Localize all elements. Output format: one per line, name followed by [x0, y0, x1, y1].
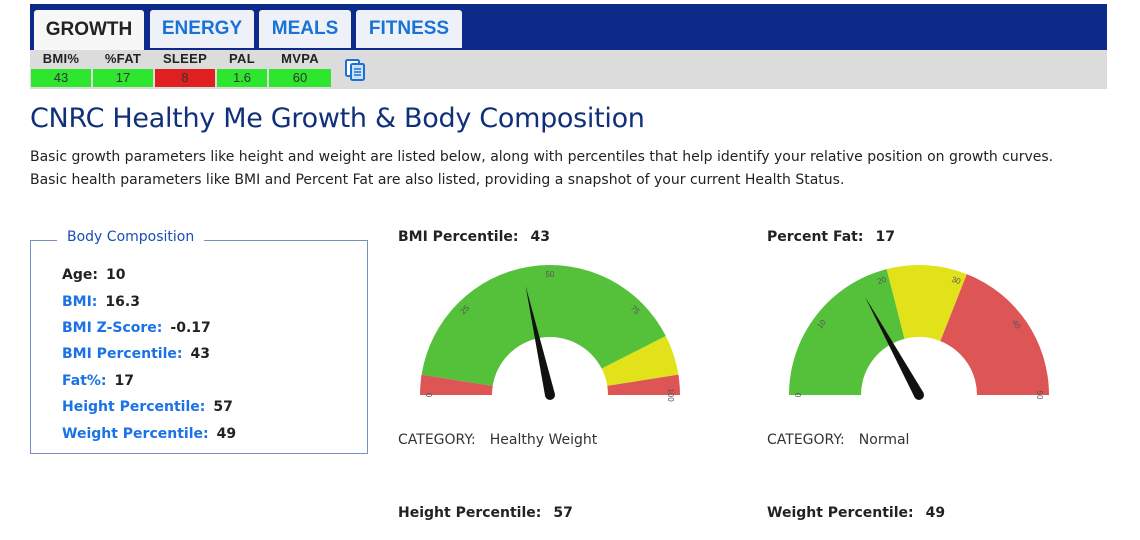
bc-value: 57 — [213, 399, 233, 415]
tab-energy[interactable]: ENERGY — [150, 10, 254, 48]
bc-key: Fat%: — [62, 373, 107, 389]
bmi-gauge-label: BMI Percentile: — [398, 229, 519, 245]
fat-gauge-label: Percent Fat: — [767, 229, 864, 245]
height-percentile-title: Height Percentile: 57 — [398, 505, 573, 521]
page-title: CNRC Healthy Me Growth & Body Compositio… — [30, 103, 645, 134]
bc-value: -0.17 — [170, 320, 211, 336]
bc-key: BMI: — [62, 294, 98, 310]
bc-row-bmi-percentile: BMI Percentile: 43 — [62, 346, 210, 362]
bc-value: 10 — [105, 267, 126, 283]
bc-key: BMI Percentile: — [62, 346, 183, 362]
bmi-gauge-band-3 — [607, 374, 680, 395]
bc-key: Age: — [62, 267, 98, 283]
fat-gauge-band-0 — [789, 269, 905, 395]
metric-value: 17 — [93, 69, 153, 87]
metric-sleep: SLEEP 8 — [154, 50, 216, 89]
tab-fitness[interactable]: FITNESS — [356, 10, 462, 48]
metric-value: 43 — [31, 69, 91, 87]
weight-percentile-label: Weight Percentile: — [767, 505, 914, 521]
bc-row-bmi: BMI: 16.3 — [62, 294, 140, 310]
bc-row-weight-percentile: Weight Percentile: 49 — [62, 426, 236, 442]
bmi-gauge-tick-label: 0 — [425, 392, 434, 397]
height-percentile-value: 57 — [553, 505, 573, 521]
bmi-gauge-band-1 — [421, 265, 666, 386]
fat-category: CATEGORY: Normal — [767, 432, 909, 448]
height-percentile-label: Height Percentile: — [398, 505, 542, 521]
bc-value: 16.3 — [105, 294, 140, 310]
bmi-gauge-band-2 — [601, 335, 679, 386]
fat-category-label: CATEGORY: — [767, 432, 845, 448]
fat-gauge-tick-label: 0 — [794, 392, 803, 397]
bmi-gauge-band-0 — [420, 374, 493, 395]
fat-gauge-band-2 — [940, 274, 1049, 395]
metric-fat: %FAT 17 — [92, 50, 154, 89]
bmi-gauge-needle — [525, 285, 555, 397]
fat-gauge-band-1 — [886, 265, 967, 342]
fat-gauge-tick-label: 30 — [951, 275, 963, 286]
metric-label: BMI% — [42, 51, 80, 66]
fat-gauge-needle — [865, 296, 924, 398]
bc-row-age: Age: 10 — [62, 267, 125, 283]
metric-value: 60 — [269, 69, 331, 87]
metric-value: 8 — [155, 69, 215, 87]
fat-gauge-tick-label: 50 — [1035, 391, 1044, 400]
metric-value: 1.6 — [217, 69, 267, 87]
bmi-category: CATEGORY: Healthy Weight — [398, 432, 597, 448]
bc-value: 49 — [216, 426, 237, 442]
bc-value: 17 — [114, 373, 134, 389]
metric-label: SLEEP — [162, 51, 208, 66]
bmi-gauge-needle-hub — [545, 390, 555, 400]
bc-key: Weight Percentile: — [62, 426, 209, 442]
body-composition-legend: Body Composition — [57, 229, 205, 245]
fat-gauge-title: Percent Fat: 17 — [767, 229, 895, 245]
bmi-gauge-tick-label: 100 — [666, 388, 675, 402]
tab-growth[interactable]: GROWTH — [34, 10, 144, 50]
bc-value: 43 — [190, 346, 210, 362]
metrics-strip: BMI% 43 %FAT 17 SLEEP 8 PAL 1.6 MVPA 60 — [30, 50, 1107, 89]
metric-label: PAL — [229, 51, 255, 66]
fat-gauge-needle-hub — [914, 390, 924, 400]
metric-label: MVPA — [281, 51, 319, 66]
metric-bmi: BMI% 43 — [30, 50, 92, 89]
weight-percentile-title: Weight Percentile: 49 — [767, 505, 945, 521]
tab-meals[interactable]: MEALS — [259, 10, 351, 48]
bmi-gauge-title: BMI Percentile: 43 — [398, 229, 550, 245]
bmi-gauge-value: 43 — [530, 229, 550, 245]
weight-percentile-value: 49 — [925, 505, 946, 521]
bc-key: Height Percentile: — [62, 399, 206, 415]
bmi-category-value: Healthy Weight — [489, 432, 598, 448]
page-description-line-1: Basic growth parameters like height and … — [30, 149, 1054, 165]
bmi-gauge-tick-label: 50 — [546, 270, 555, 279]
metric-label: %FAT — [104, 51, 142, 66]
fat-gauge-tick-label: 20 — [876, 275, 888, 286]
metric-mvpa: MVPA 60 — [268, 50, 332, 89]
fat-category-value: Normal — [858, 432, 910, 448]
bc-row-bmi-zscore: BMI Z-Score: -0.17 — [62, 320, 211, 336]
bc-row-fat: Fat%: 17 — [62, 373, 134, 389]
bc-key: BMI Z-Score: — [62, 320, 163, 336]
copy-icon[interactable] — [343, 58, 367, 82]
metric-pal: PAL 1.6 — [216, 50, 268, 89]
bmi-category-label: CATEGORY: — [398, 432, 476, 448]
page-description-line-2: Basic health parameters like BMI and Per… — [30, 172, 845, 188]
bc-row-height-percentile: Height Percentile: 57 — [62, 399, 233, 415]
fat-gauge-value: 17 — [875, 229, 895, 245]
